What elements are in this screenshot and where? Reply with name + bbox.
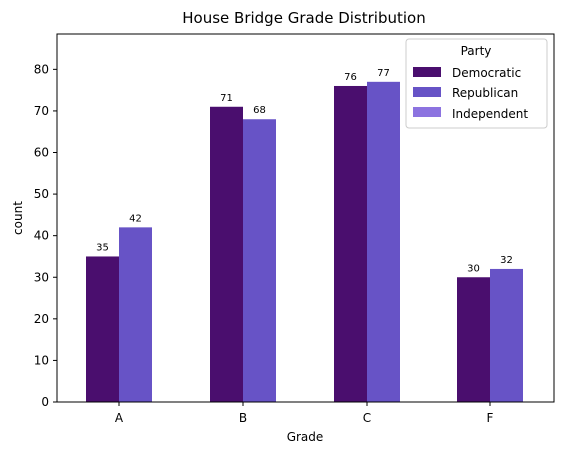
x-tick-label-b: B — [239, 411, 247, 425]
value-label-republican-a: 42 — [129, 213, 142, 224]
bar-republican-b — [243, 119, 276, 403]
y-tick-label-60: 60 — [34, 146, 49, 160]
x-tick-label-f: F — [487, 411, 494, 425]
y-tick-label-70: 70 — [34, 104, 49, 118]
legend: Party Democratic Republican Independent — [405, 38, 548, 129]
value-label-democratic-c: 76 — [344, 72, 357, 83]
bar-democratic-c — [334, 85, 367, 402]
plot-frame — [56, 33, 555, 403]
value-label-democratic-b: 71 — [220, 93, 233, 104]
bar-republican-f — [490, 268, 523, 402]
bar-democratic-b — [210, 106, 243, 402]
legend-entry-republican: Republican — [452, 86, 518, 100]
legend-swatch-independent — [413, 107, 441, 117]
chart-title: House Bridge Grade Distribution — [182, 9, 425, 27]
y-tick-label-30: 30 — [34, 270, 49, 284]
bar-republican-c — [367, 81, 400, 402]
y-tick-label-40: 40 — [34, 229, 49, 243]
legend-box — [405, 38, 548, 129]
legend-swatch-republican — [413, 87, 441, 97]
legend-entry-independent: Independent — [452, 107, 528, 121]
value-label-republican-c: 77 — [377, 68, 390, 79]
x-tick-label-c: C — [363, 411, 371, 425]
value-label-republican-f: 32 — [500, 255, 513, 266]
y-tick-label-20: 20 — [34, 312, 49, 326]
value-label-republican-b: 68 — [253, 105, 266, 116]
bar-democratic-a — [86, 256, 119, 402]
y-tick-label-80: 80 — [34, 62, 49, 76]
y-axis: 0 10 20 30 40 50 60 70 80 — [34, 62, 57, 409]
bars-group — [86, 81, 523, 403]
bar-democratic-f — [457, 277, 490, 402]
value-label-democratic-f: 30 — [467, 263, 480, 274]
value-label-democratic-a: 35 — [96, 242, 109, 253]
y-axis-label: count — [11, 201, 25, 235]
x-axis-label: Grade — [287, 430, 324, 444]
x-tick-label-a: A — [115, 411, 124, 425]
legend-entry-democratic: Democratic — [452, 66, 521, 80]
y-tick-label-10: 10 — [34, 353, 49, 367]
legend-title: Party — [461, 44, 492, 58]
y-tick-label-0: 0 — [41, 395, 49, 409]
legend-swatch-democratic — [413, 67, 441, 77]
value-labels-group: 35 42 71 68 76 77 30 32 — [96, 68, 513, 274]
y-tick-label-50: 50 — [34, 187, 49, 201]
bar-republican-a — [119, 227, 152, 402]
